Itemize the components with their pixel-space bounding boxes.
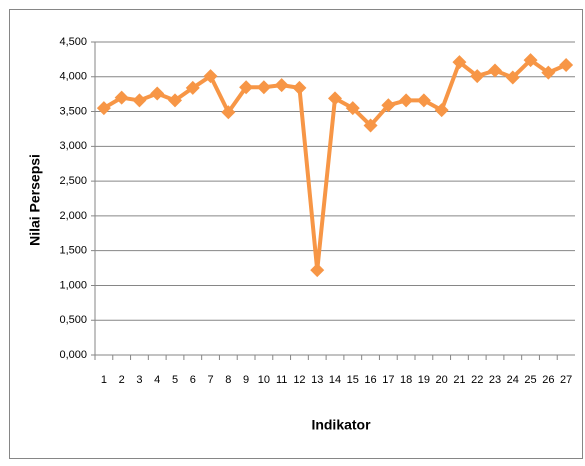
data-point	[168, 93, 182, 108]
x-tick-label: 20	[436, 374, 448, 386]
y-tick-label: 3,500	[59, 105, 87, 117]
y-tick-label: 4,000	[59, 71, 87, 83]
data-point	[345, 101, 360, 116]
data-point	[559, 57, 574, 72]
y-axis-title: Nilai Persepsi	[27, 154, 43, 246]
x-tick-label: 3	[136, 374, 142, 386]
x-tick-label: 22	[471, 374, 483, 386]
x-tick-label: 18	[400, 374, 412, 386]
y-tick-label: 0,500	[59, 314, 87, 326]
data-point	[328, 91, 342, 106]
x-tick-label: 23	[489, 374, 501, 386]
x-tick-label: 5	[172, 374, 178, 386]
x-tick-label: 9	[243, 374, 249, 386]
data-point	[114, 90, 129, 105]
data-point	[203, 69, 218, 84]
y-tick-label: 2,000	[59, 210, 87, 222]
data-point	[96, 101, 111, 116]
x-tick-label: 13	[311, 374, 323, 386]
x-tick-label: 10	[258, 374, 270, 386]
x-tick-label: 27	[560, 374, 572, 386]
y-tick-label: 4,500	[59, 36, 87, 48]
x-tick-label: 26	[542, 374, 554, 386]
x-tick-label: 19	[418, 374, 430, 386]
x-tick-label: 8	[225, 374, 231, 386]
data-point	[541, 65, 556, 80]
data-point	[381, 98, 396, 113]
data-point	[310, 263, 325, 278]
data-point	[470, 69, 485, 84]
data-point	[416, 93, 431, 108]
x-tick-label: 15	[347, 374, 359, 386]
data-point	[505, 70, 520, 85]
y-tick-label: 1,000	[59, 279, 87, 291]
data-point	[239, 80, 254, 95]
x-tick-label: 11	[276, 374, 287, 386]
x-tick-label: 16	[364, 374, 376, 386]
x-tick-label: 6	[190, 374, 196, 386]
data-point	[452, 55, 467, 70]
data-point	[221, 105, 236, 120]
x-tick-label: 4	[154, 374, 160, 386]
x-tick-label: 2	[119, 374, 125, 386]
data-point	[292, 80, 307, 95]
data-point	[132, 93, 147, 108]
data-point	[399, 93, 414, 108]
chart-border	[9, 9, 583, 459]
data-point	[523, 53, 538, 68]
x-tick-label: 7	[207, 374, 213, 386]
y-tick-label: 0,000	[59, 349, 87, 361]
x-tick-label: 12	[293, 374, 305, 386]
data-point	[150, 86, 165, 101]
y-tick-label: 3,000	[59, 140, 87, 152]
x-tick-label: 24	[507, 374, 519, 386]
data-point	[363, 118, 378, 133]
y-tick-label: 1,500	[59, 245, 87, 257]
x-tick-label: 21	[453, 374, 465, 386]
x-tick-label: 1	[101, 374, 107, 386]
x-tick-label: 14	[329, 374, 341, 386]
x-tick-label: 17	[382, 374, 394, 386]
x-axis-title: Indikator	[311, 417, 371, 433]
data-point	[256, 80, 271, 95]
data-point	[488, 63, 502, 78]
x-tick-label: 25	[524, 374, 536, 386]
data-point	[434, 103, 449, 118]
data-point	[185, 80, 200, 95]
data-point	[274, 78, 289, 93]
y-tick-label: 2,500	[59, 175, 87, 187]
